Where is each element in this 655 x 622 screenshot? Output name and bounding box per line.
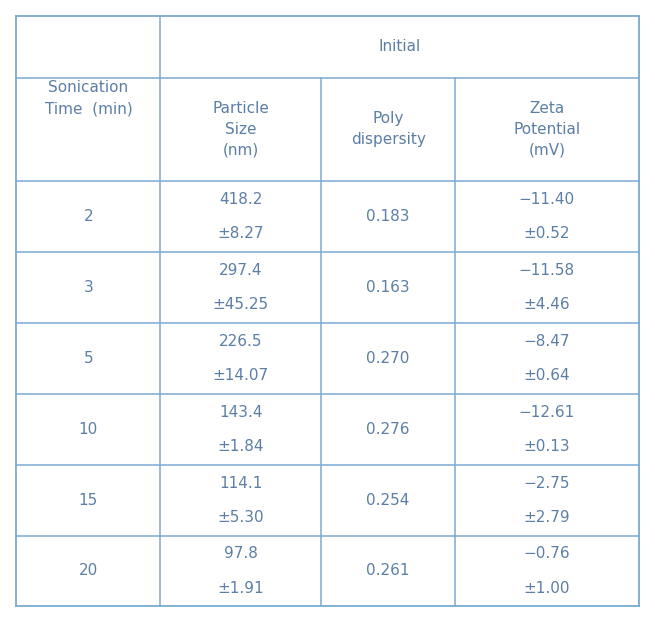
Text: ±0.52: ±0.52 [524, 226, 570, 241]
Text: ±45.25: ±45.25 [213, 297, 269, 312]
Text: Poly
dispersity: Poly dispersity [350, 111, 426, 147]
Text: ±2.79: ±2.79 [523, 509, 571, 524]
Text: 2: 2 [84, 209, 93, 224]
Text: −12.61: −12.61 [519, 405, 575, 420]
Text: 97.8: 97.8 [224, 547, 257, 562]
Text: 0.163: 0.163 [366, 280, 410, 295]
Text: 114.1: 114.1 [219, 476, 263, 491]
Text: Particle
Size
(nm): Particle Size (nm) [212, 101, 269, 158]
Text: ±1.84: ±1.84 [217, 439, 264, 453]
Text: 0.261: 0.261 [366, 564, 410, 578]
Text: ±8.27: ±8.27 [217, 226, 264, 241]
Text: ±4.46: ±4.46 [523, 297, 571, 312]
Text: 0.254: 0.254 [366, 493, 410, 508]
Text: −2.75: −2.75 [524, 476, 570, 491]
Text: 0.276: 0.276 [366, 422, 410, 437]
Text: −8.47: −8.47 [524, 334, 570, 349]
Text: Initial: Initial [379, 39, 421, 54]
Text: 3: 3 [84, 280, 93, 295]
Text: 418.2: 418.2 [219, 192, 263, 207]
Text: ±1.91: ±1.91 [217, 580, 264, 595]
Text: 0.270: 0.270 [366, 351, 410, 366]
Text: −11.40: −11.40 [519, 192, 575, 207]
Text: 10: 10 [79, 422, 98, 437]
Text: 20: 20 [79, 564, 98, 578]
Text: 0.183: 0.183 [366, 209, 410, 224]
Text: ±1.00: ±1.00 [524, 580, 570, 595]
Text: −0.76: −0.76 [523, 547, 571, 562]
Text: Sonication
Time  (min): Sonication Time (min) [45, 80, 132, 117]
Text: 297.4: 297.4 [219, 263, 263, 278]
Text: 226.5: 226.5 [219, 334, 263, 349]
Text: ±14.07: ±14.07 [213, 368, 269, 383]
Text: 143.4: 143.4 [219, 405, 263, 420]
Text: 15: 15 [79, 493, 98, 508]
Text: ±5.30: ±5.30 [217, 509, 264, 524]
Text: ±0.13: ±0.13 [523, 439, 571, 453]
Text: Zeta
Potential
(mV): Zeta Potential (mV) [514, 101, 580, 158]
Text: ±0.64: ±0.64 [523, 368, 571, 383]
Text: −11.58: −11.58 [519, 263, 575, 278]
Text: 5: 5 [84, 351, 93, 366]
